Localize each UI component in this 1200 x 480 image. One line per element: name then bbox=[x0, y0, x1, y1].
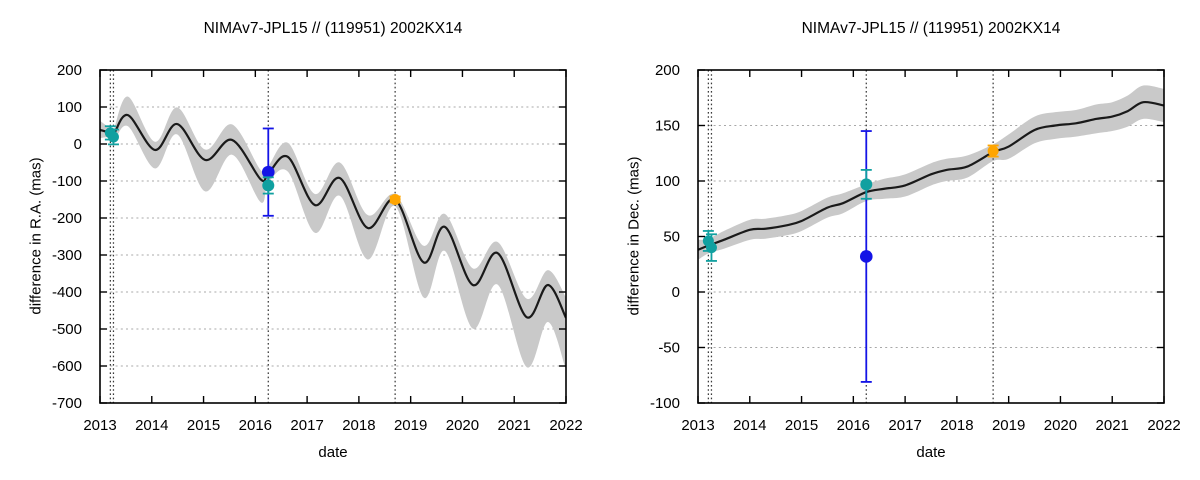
x-tick-label: 2014 bbox=[135, 417, 168, 434]
x-tick-label: 2020 bbox=[1044, 417, 1077, 434]
y-tick-label: 200 bbox=[57, 62, 82, 79]
x-tick-label: 2019 bbox=[992, 417, 1025, 434]
x-tick-label: 2017 bbox=[888, 417, 921, 434]
data-point-marker bbox=[107, 131, 119, 143]
dec-plot-canvas: 2013 2014 2015 2016 2017 2018 2019 2020 2021 2022… bbox=[650, 62, 1181, 434]
uncertainty-band bbox=[698, 85, 1164, 260]
data-point bbox=[261, 127, 275, 217]
y-tick-label: -700 bbox=[52, 395, 82, 412]
data-point-marker bbox=[389, 194, 401, 205]
data-point bbox=[859, 130, 873, 383]
y-tick-label: -300 bbox=[52, 247, 82, 264]
y-tick-label: -400 bbox=[52, 284, 82, 301]
x-tick-label: 2014 bbox=[733, 417, 766, 434]
x-tick-label: 2013 bbox=[681, 417, 714, 434]
data-point-marker bbox=[987, 145, 999, 157]
data-point bbox=[860, 168, 873, 200]
y-tick-label: 150 bbox=[655, 118, 680, 135]
x-tick-label: 2015 bbox=[785, 417, 818, 434]
y-tick-label: -500 bbox=[52, 321, 82, 338]
tick-labels: 2013 2014 2015 2016 2017 2018 2019 2020 2021 2022… bbox=[52, 62, 583, 434]
data-point bbox=[262, 176, 275, 195]
y-tick-label: -50 bbox=[658, 340, 680, 357]
data-point bbox=[107, 128, 119, 146]
y-tick-label: -200 bbox=[52, 210, 82, 227]
data-point-marker bbox=[261, 165, 275, 179]
x-tick-label: 2016 bbox=[837, 417, 870, 434]
x-axis-title: date bbox=[318, 444, 348, 461]
data-point bbox=[987, 144, 999, 158]
x-tick-label: 2020 bbox=[446, 417, 479, 434]
x-tick-label: 2022 bbox=[1147, 417, 1180, 434]
y-tick-label: -600 bbox=[52, 358, 82, 375]
x-tick-label: 2018 bbox=[342, 417, 375, 434]
y-tick-label: -100 bbox=[650, 395, 680, 412]
y-tick-label: 0 bbox=[74, 136, 82, 153]
data-point-marker bbox=[262, 179, 275, 192]
x-tick-label: 2017 bbox=[290, 417, 323, 434]
x-axis-title: date bbox=[916, 444, 946, 461]
y-tick-label: 200 bbox=[655, 62, 680, 79]
axis-ticks bbox=[697, 69, 1165, 404]
y-tick-label: 0 bbox=[672, 284, 680, 301]
x-tick-label: 2018 bbox=[940, 417, 973, 434]
axis-ticks bbox=[99, 69, 567, 404]
y-tick-label: 50 bbox=[663, 229, 680, 246]
plot-border bbox=[99, 69, 567, 404]
dec-difference-chart: NIMAv7-JPL15 // (119951) 2002KX14 differ… bbox=[598, 0, 1200, 480]
x-tick-label: 2016 bbox=[239, 417, 272, 434]
chart-title: NIMAv7-JPL15 // (119951) 2002KX14 bbox=[801, 20, 1061, 37]
uncertainty-band bbox=[100, 96, 566, 370]
x-tick-label: 2019 bbox=[394, 417, 427, 434]
x-tick-label: 2021 bbox=[1096, 417, 1129, 434]
prediction-curve bbox=[698, 100, 1164, 251]
data-point-marker bbox=[859, 250, 873, 263]
ra-plot-canvas: 2013 2014 2015 2016 2017 2018 2019 2020 2021 2022… bbox=[52, 62, 583, 434]
data-point-marker bbox=[705, 242, 717, 254]
tick-labels: 2013 2014 2015 2016 2017 2018 2019 2020 2021 2022… bbox=[650, 62, 1181, 434]
y-tick-label: 100 bbox=[57, 99, 82, 116]
prediction-curve bbox=[100, 114, 566, 319]
data-point bbox=[389, 194, 401, 205]
data-point-marker bbox=[860, 178, 873, 191]
x-tick-label: 2022 bbox=[549, 417, 582, 434]
x-tick-label: 2013 bbox=[83, 417, 116, 434]
x-tick-label: 2015 bbox=[187, 417, 220, 434]
chart-title: NIMAv7-JPL15 // (119951) 2002KX14 bbox=[203, 20, 463, 37]
ra-difference-chart: NIMAv7-JPL15 // (119951) 2002KX14 differ… bbox=[28, 20, 583, 461]
data-point bbox=[705, 233, 717, 262]
y-tick-label: 100 bbox=[655, 173, 680, 190]
x-tick-label: 2021 bbox=[498, 417, 531, 434]
y-tick-label: -100 bbox=[52, 173, 82, 190]
y-gridlines bbox=[100, 106, 566, 367]
